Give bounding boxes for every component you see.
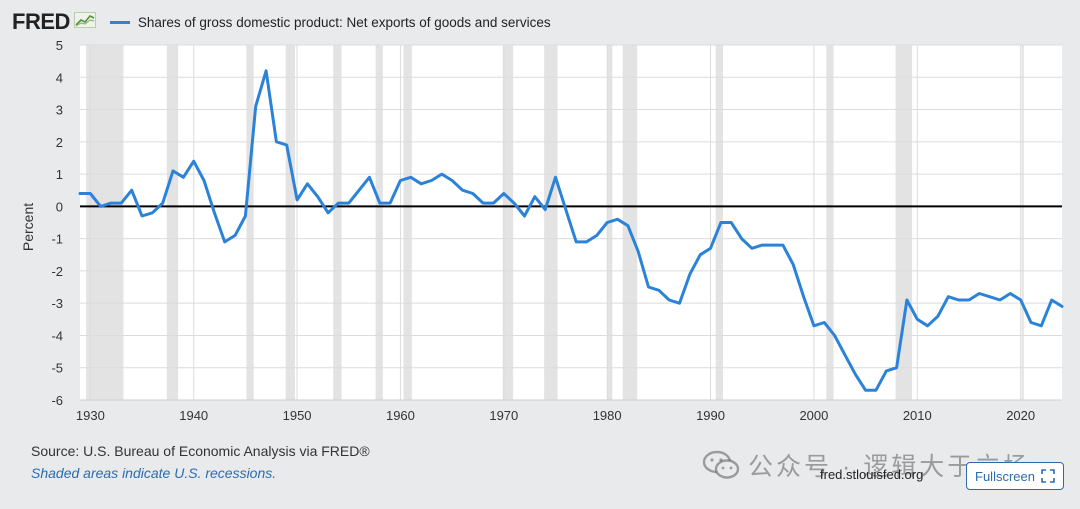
series-line — [78, 69, 1064, 392]
series-layer — [78, 69, 1064, 392]
x-tick-label: 1930 — [76, 408, 105, 423]
gridlines — [80, 44, 1062, 401]
y-tick-label: 5 — [56, 38, 63, 53]
y-tick-label: 0 — [56, 199, 63, 214]
recession-band — [895, 45, 913, 400]
x-tick-labels: 1930 1940 1950 1960 1970 1980 1990 2000 2010 2020 — [76, 408, 1035, 423]
x-tick-label: 1990 — [696, 408, 725, 423]
recession-note: Shaded areas indicate U.S. recessions. — [31, 465, 277, 481]
y-tick-label: 3 — [56, 103, 63, 118]
y-tick-label: 2 — [56, 135, 63, 150]
x-tick-label: 1960 — [386, 408, 415, 423]
y-tick-label: -2 — [51, 264, 63, 279]
y-tick-label: -5 — [51, 361, 63, 376]
logo-chart-icon — [74, 11, 96, 33]
y-axis-label: Percent — [20, 203, 36, 251]
site-url[interactable]: fred.stlouisfed.org — [820, 467, 924, 482]
recession-band — [1021, 45, 1024, 400]
y-tick-label: 1 — [56, 167, 63, 182]
recession-band — [285, 45, 296, 400]
x-tick-label: 1970 — [489, 408, 518, 423]
recession-band — [622, 45, 638, 400]
wechat-icon — [702, 450, 740, 479]
legend-line-swatch — [109, 20, 130, 24]
recession-band — [246, 45, 254, 400]
recession-band — [403, 45, 412, 400]
fullscreen-label: Fullscreen — [975, 468, 1035, 484]
recession-band — [375, 45, 383, 400]
y-tick-label: 4 — [56, 70, 63, 85]
y-tick-labels: 5 4 3 2 1 0 -1 -2 -3 -4 -5 -6 — [51, 38, 63, 408]
recession-band — [333, 45, 342, 400]
x-tick-label: 2000 — [799, 408, 828, 423]
fred-logo[interactable]: FRED — [12, 9, 70, 34]
legend-series-label: Shares of gross domestic product: Net ex… — [137, 14, 551, 30]
recession-band — [544, 45, 558, 400]
y-tick-label: -4 — [51, 328, 63, 343]
y-tick-label: -6 — [51, 393, 63, 408]
y-tick-label: -3 — [51, 296, 63, 311]
x-tick-label: 2020 — [1006, 408, 1035, 423]
recession-band — [502, 45, 514, 400]
x-tick-label: 2010 — [903, 408, 932, 423]
recession-band — [826, 45, 834, 400]
x-tick-label: 1980 — [593, 408, 622, 423]
x-tick-label: 1950 — [283, 408, 312, 423]
fullscreen-icon — [1041, 469, 1055, 483]
chart-header: FRED Shares of gross domestic product: N… — [12, 8, 551, 36]
source-note: Source: U.S. Bureau of Economic Analysis… — [31, 443, 370, 459]
recession-band — [166, 45, 179, 400]
y-tick-label: -1 — [51, 232, 63, 247]
x-tick-label: 1940 — [179, 408, 208, 423]
recession-band — [86, 45, 124, 400]
fullscreen-button[interactable]: Fullscreen — [966, 462, 1064, 490]
